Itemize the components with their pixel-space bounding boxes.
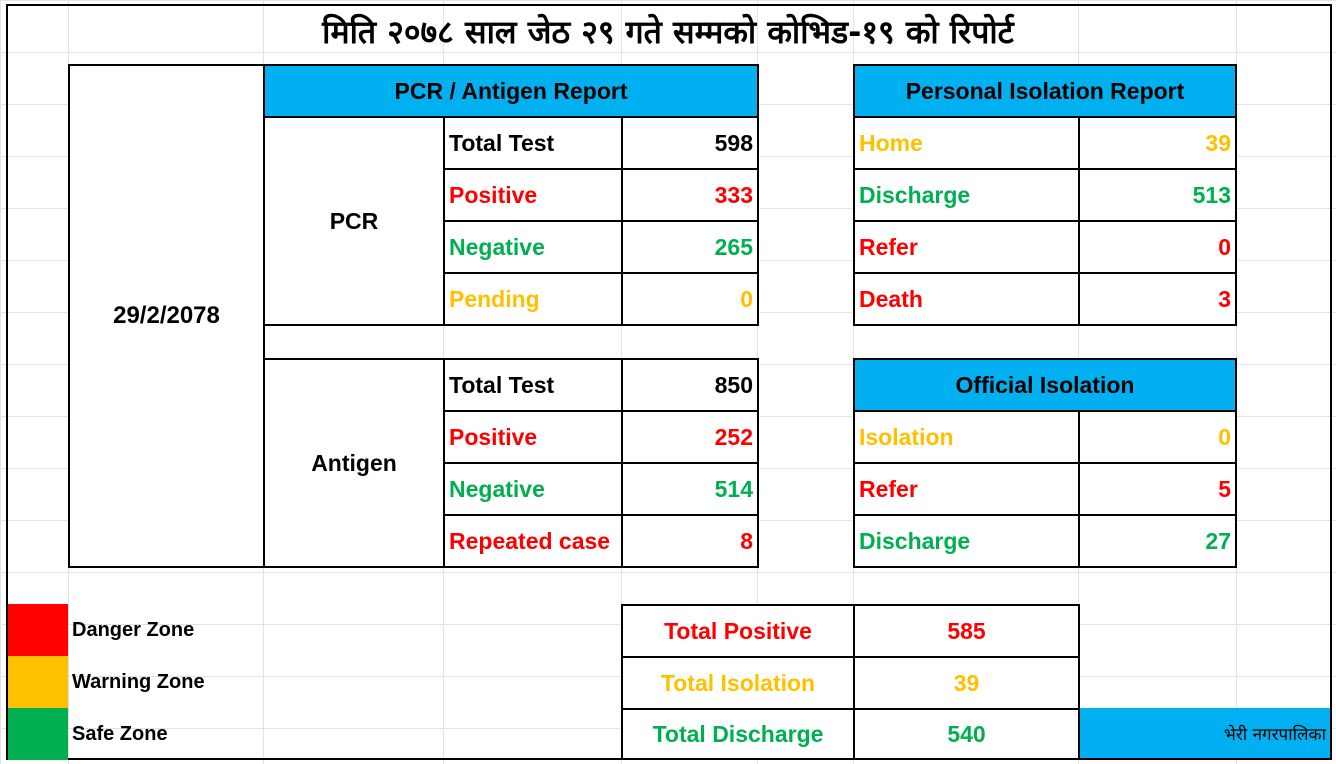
antigen-label: Antigen xyxy=(263,358,445,568)
antigen-negative-label: Negative xyxy=(443,462,623,516)
personal-home-value: 39 xyxy=(1078,116,1237,170)
antigen-total-test-value: 850 xyxy=(621,358,759,412)
warning-zone-swatch xyxy=(8,656,68,708)
antigen-repeated-value: 8 xyxy=(621,514,759,568)
official-discharge-label: Discharge xyxy=(853,514,1080,568)
pcr-total-test-label: Total Test xyxy=(443,116,623,170)
report-date: 29/2/2078 xyxy=(68,64,265,568)
personal-discharge-label: Discharge xyxy=(853,168,1080,222)
total-positive-label: Total Positive xyxy=(621,604,855,658)
antigen-total-test-label: Total Test xyxy=(443,358,623,412)
personal-death-value: 3 xyxy=(1078,272,1237,326)
antigen-repeated-label: Repeated case xyxy=(443,514,623,568)
antigen-positive-value: 252 xyxy=(621,410,759,464)
pcr-antigen-header: PCR / Antigen Report xyxy=(263,64,759,118)
official-discharge-value: 27 xyxy=(1078,514,1237,568)
pcr-positive-label: Positive xyxy=(443,168,623,222)
pcr-pending-label: Pending xyxy=(443,272,623,326)
pcr-pending-value: 0 xyxy=(621,272,759,326)
personal-death-label: Death xyxy=(853,272,1080,326)
total-isolation-value: 39 xyxy=(853,656,1080,710)
pcr-negative-label: Negative xyxy=(443,220,623,274)
official-refer-label: Refer xyxy=(853,462,1080,516)
report-title: मिति २०७८ साल जेठ २९ गते सम्मको कोभिड-१९… xyxy=(322,13,1014,51)
pcr-negative-value: 265 xyxy=(621,220,759,274)
personal-isolation-header: Personal Isolation Report xyxy=(853,64,1237,118)
municipality-label: भेरी नगरपालिका xyxy=(1080,708,1330,758)
total-discharge-label: Total Discharge xyxy=(621,708,855,760)
official-refer-value: 5 xyxy=(1078,462,1237,516)
personal-refer-label: Refer xyxy=(853,220,1080,274)
official-isolation-value: 0 xyxy=(1078,410,1237,464)
safe-zone-swatch xyxy=(8,708,68,760)
antigen-negative-value: 514 xyxy=(621,462,759,516)
personal-refer-value: 0 xyxy=(1078,220,1237,274)
safe-zone-label: Safe Zone xyxy=(72,722,168,745)
antigen-positive-label: Positive xyxy=(443,410,623,464)
total-discharge-value: 540 xyxy=(853,708,1080,760)
total-isolation-label: Total Isolation xyxy=(621,656,855,710)
warning-zone-label: Warning Zone xyxy=(72,670,205,693)
official-isolation-header: Official Isolation xyxy=(853,358,1237,412)
personal-home-label: Home xyxy=(853,116,1080,170)
pcr-positive-value: 333 xyxy=(621,168,759,222)
personal-discharge-value: 513 xyxy=(1078,168,1237,222)
total-positive-value: 585 xyxy=(853,604,1080,658)
pcr-total-test-value: 598 xyxy=(621,116,759,170)
official-isolation-label: Isolation xyxy=(853,410,1080,464)
pcr-label: PCR xyxy=(263,116,445,326)
danger-zone-label: Danger Zone xyxy=(72,618,195,641)
danger-zone-swatch xyxy=(8,604,68,656)
